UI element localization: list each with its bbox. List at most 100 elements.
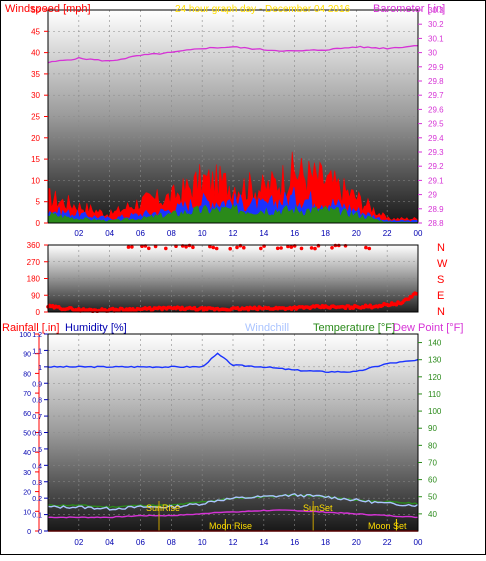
- barometer-tick-label: 29.4: [428, 134, 444, 143]
- sunset-annotation: SunSet: [303, 503, 333, 513]
- windspeed-tick-label: 5: [36, 198, 41, 207]
- windspeed-tick-label: 10: [31, 176, 40, 185]
- humidity-tick-label: 1.2: [32, 332, 42, 339]
- humidity-tick-label: 0.1: [32, 513, 42, 520]
- temperature-tick-label: 110: [428, 390, 441, 399]
- direction-point: [147, 246, 151, 251]
- direction-point: [313, 246, 317, 251]
- barometer-tick-label: 29.8: [428, 77, 444, 86]
- compass-label-w: W: [437, 258, 448, 270]
- compass-label-n-bottom: N: [437, 306, 445, 318]
- rainfall-tick-label: 90: [23, 352, 31, 359]
- humidity-series-line: [47, 352, 419, 374]
- sunrise-annotation: SunRise: [146, 503, 180, 513]
- direction-point: [289, 245, 294, 249]
- barometer-tick-label: 30.2: [428, 20, 444, 29]
- time-tick-label: 02: [74, 538, 83, 547]
- temperature-tick-label: 120: [428, 373, 442, 382]
- temperature-tick-label: 80: [428, 441, 437, 450]
- temperature-tick-label: 90: [428, 424, 437, 433]
- humidity-tick-label: 0: [38, 529, 42, 536]
- time-tick-label: 02: [74, 229, 83, 238]
- windspeed-tick-label: 50: [31, 6, 40, 15]
- time-tick-label: 14: [259, 229, 268, 238]
- time-tick-label: 06: [136, 229, 145, 238]
- dewpoint-series-line: [47, 509, 419, 519]
- rainfall-tick-label: 10: [23, 509, 31, 516]
- time-tick-label: 12: [229, 538, 238, 547]
- time-tick-label: 18: [321, 538, 330, 547]
- direction-point: [191, 245, 195, 250]
- barometer-axis-label: Barometer [.in]: [373, 3, 445, 15]
- windspeed-tick-label: 30: [31, 91, 40, 100]
- humidity-tick-label: 0.2: [32, 496, 42, 503]
- temperature-tick-label: 140: [428, 339, 442, 348]
- time-tick-label: 22: [383, 229, 392, 238]
- rainfall-tick-label: 40: [23, 450, 31, 457]
- windspeed-tick-label: 0: [36, 219, 41, 228]
- time-tick-label: 10: [198, 538, 207, 547]
- time-tick-label: 12: [229, 229, 238, 238]
- windspeed-axis-label: Windspeed [mph]: [5, 3, 91, 15]
- direction-point: [414, 292, 419, 296]
- barometer-tick-label: 30.3: [428, 6, 444, 15]
- humidity-tick-label: 0.5: [32, 447, 42, 454]
- barometer-tick-label: 28.8: [428, 219, 444, 228]
- windspeed-tick-label: 35: [31, 70, 40, 79]
- direction-tick-label: 90: [31, 291, 40, 300]
- rainfall-tick-label: 70: [23, 391, 31, 398]
- time-tick-label: 06: [136, 538, 145, 547]
- barometer-tick-label: 29.5: [428, 120, 444, 129]
- windspeed-tick-label: 15: [31, 155, 40, 164]
- rainfall-axis-label: Rainfall [.in]: [2, 322, 59, 334]
- time-tick-label: 20: [352, 538, 361, 547]
- rainfall-tick-label: 60: [23, 411, 31, 418]
- direction-point: [279, 246, 283, 250]
- time-tick-label: 22: [383, 538, 392, 547]
- direction-tick-label: 180: [27, 275, 41, 284]
- direction-point: [235, 245, 239, 250]
- moonset-annotation: Moon Set: [368, 521, 407, 531]
- moonrise-annotation: Moon Rise: [209, 521, 252, 531]
- compass-label-n-top: N: [437, 242, 445, 254]
- humidity-tick-label: 0.4: [32, 463, 42, 470]
- temperature-tick-label: 70: [428, 458, 437, 467]
- windchill-label: Windchill: [245, 322, 289, 334]
- direction-point: [208, 244, 212, 249]
- time-tick-label: 18: [321, 229, 330, 238]
- dewpoint-axis-label: Dew Point [°F]: [393, 322, 463, 334]
- windspeed-tick-label: 40: [31, 49, 40, 58]
- humidity-tick-label: 0.9: [32, 381, 42, 388]
- compass-label-e: E: [437, 290, 444, 302]
- temperature-axis-label: Temperature [°F]: [313, 322, 395, 334]
- direction-point: [238, 243, 243, 248]
- time-tick-label: 14: [259, 538, 268, 547]
- humidity-tick-label: 0.6: [32, 431, 42, 438]
- barometer-tick-label: 29.1: [428, 176, 444, 185]
- time-tick-label: 04: [105, 229, 114, 238]
- time-tick-label: 08: [167, 538, 176, 547]
- direction-point: [394, 302, 399, 307]
- direction-point: [126, 245, 131, 249]
- temperature-tick-label: 40: [428, 510, 437, 519]
- temperature-tick-label: 60: [428, 476, 437, 485]
- rainfall-tick-label: 100: [19, 332, 31, 339]
- barometer-tick-label: 29: [428, 191, 437, 200]
- direction-point: [211, 245, 216, 250]
- direction-point: [299, 246, 304, 251]
- windspeed-series-area: [47, 203, 419, 224]
- windspeed-tick-label: 20: [31, 134, 40, 143]
- time-tick-label: 10: [198, 229, 207, 238]
- time-tick-label: 16: [290, 538, 299, 547]
- rainfall-tick-label: 80: [23, 371, 31, 378]
- barometer-tick-label: 29.9: [428, 63, 444, 72]
- rainfall-tick-label: 20: [23, 490, 31, 497]
- barometer-tick-label: 29.7: [428, 91, 444, 100]
- time-tick-label: 00: [414, 229, 423, 238]
- direction-point: [214, 246, 219, 251]
- temperature-tick-label: 130: [428, 356, 442, 365]
- direction-tick-label: 360: [27, 241, 41, 250]
- time-tick-label: 04: [105, 538, 114, 547]
- barometer-tick-label: 28.9: [428, 205, 444, 214]
